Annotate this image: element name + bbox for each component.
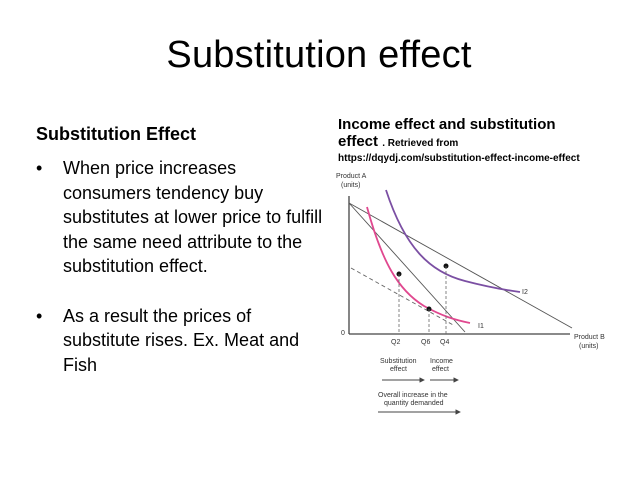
caption-title-continued: effect . Retrieved from (338, 133, 628, 152)
curve-label-i1: I1 (478, 323, 484, 330)
indifference-curve-i1 (366, 206, 471, 324)
budget-line-compensated (350, 267, 456, 327)
overall-increase-label-2: quantity demanded (384, 400, 444, 407)
origin-label: 0 (341, 330, 345, 337)
bullet-text: When price increases consumers tendency … (63, 158, 323, 276)
bullet-symbol: • (36, 158, 43, 178)
bullet-list: • When price increases consumers tendenc… (36, 156, 326, 377)
income-effect-label: Income (430, 358, 453, 365)
substitution-effect-label: Substitution (380, 358, 417, 365)
y-axis-label: Product A (336, 173, 367, 180)
slide-title: Substitution effect (166, 34, 472, 76)
tick-label-q4: Q4 (440, 339, 449, 346)
x-axis-label: Product B (574, 334, 605, 341)
y-axis-unit: (units) (341, 182, 360, 189)
x-axis-unit: (units) (579, 343, 598, 350)
overall-increase-label: Overall increase in the (378, 392, 448, 399)
tick-label-q6: Q6 (421, 339, 430, 346)
indifference-curve-i2 (385, 189, 521, 293)
caption-effect-word: effect (338, 133, 379, 150)
bullet-text: As a result the prices of substitute ris… (63, 305, 300, 375)
bullet-symbol: • (36, 305, 43, 326)
bullet-item: • As a result the prices of substitute r… (36, 304, 326, 378)
substitution-effect-label-2: effect (390, 366, 407, 373)
figure-caption: Income effect and substitution effect . … (338, 116, 628, 165)
caption-retrieved: . Retrieved from (382, 138, 459, 149)
caption-source-url: https://dqydj.com/substitution-effect-in… (338, 153, 580, 164)
bullet-item: • When price increases consumers tendenc… (36, 156, 326, 279)
section-subheading: Substitution Effect (36, 124, 196, 144)
budget-line-new (348, 202, 573, 329)
tick-label-q2: Q2 (391, 339, 400, 346)
budget-line-original (348, 202, 466, 333)
income-effect-label-2: effect (432, 366, 449, 373)
caption-title: Income effect and substitution (338, 116, 556, 133)
curve-label-i2: I2 (522, 289, 528, 296)
